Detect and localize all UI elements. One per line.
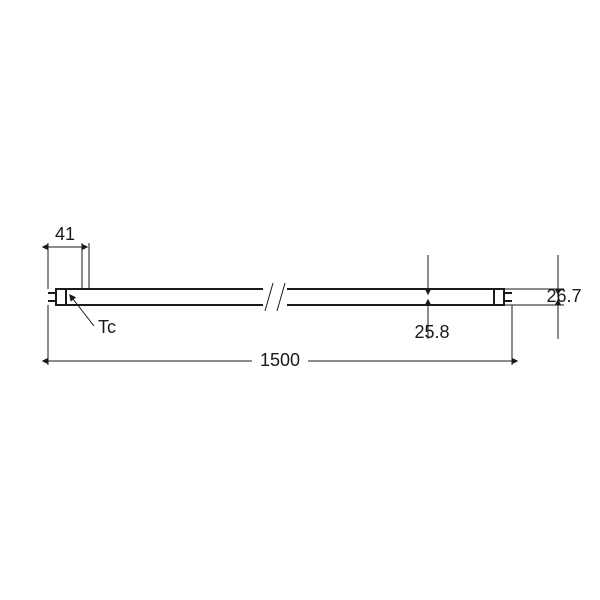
right-cap <box>494 289 504 305</box>
left-cap <box>56 289 66 305</box>
dim-41-text: 41 <box>55 224 75 244</box>
dim-267-text: 26.7 <box>546 286 581 306</box>
break-mark <box>277 283 285 311</box>
tc-label: Tc <box>98 317 116 337</box>
dim-258-text: 25.8 <box>414 322 449 342</box>
tc-leader <box>73 299 94 326</box>
break-mark <box>265 283 273 311</box>
dim-1500-text: 1500 <box>260 350 300 370</box>
technical-drawing: 41 1500 25.8 26.7 Tc <box>0 0 600 600</box>
